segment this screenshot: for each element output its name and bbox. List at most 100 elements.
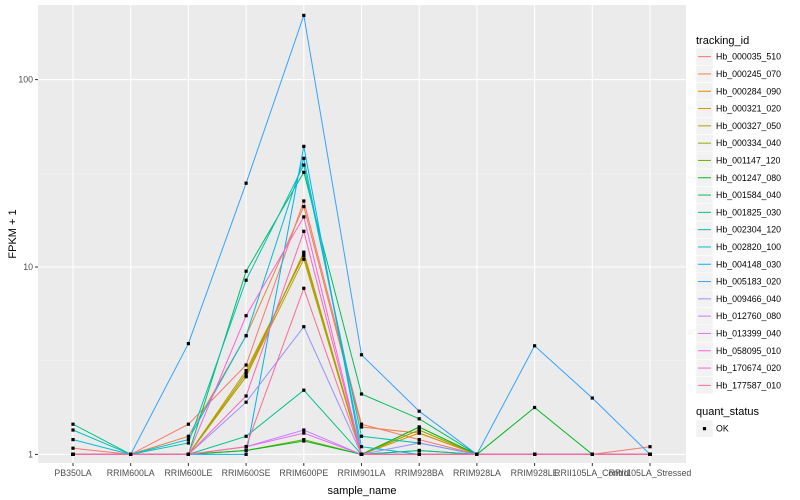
data-point (417, 438, 421, 442)
x-tick-label: RRII105LA_Stressed (609, 468, 692, 478)
legend-label: Hb_000327_050 (716, 121, 781, 131)
data-point (475, 452, 479, 456)
x-tick-label: RRIM600SE (222, 468, 271, 478)
legend-label: Hb_001147_120 (716, 155, 781, 165)
shape-legend-title: quant_status (696, 406, 759, 418)
data-point (302, 254, 306, 258)
data-point (71, 438, 75, 442)
data-point (302, 156, 306, 160)
legend-label: Hb_177587_010 (716, 380, 781, 390)
legend-label: Hb_009466_040 (716, 294, 781, 304)
legend-label: Hb_002304_120 (716, 225, 781, 235)
data-point (244, 334, 248, 338)
data-point (302, 13, 306, 17)
legend-items: Hb_000035_510 Hb_000245_070 Hb_000284_090 H… (695, 47, 781, 395)
legend-label: Hb_000321_020 (716, 104, 781, 114)
data-point (590, 396, 594, 400)
legend-label: Hb_058095_010 (716, 346, 781, 356)
data-point (417, 425, 421, 429)
data-point (417, 409, 421, 413)
legend-label: Hb_000284_090 (716, 86, 781, 96)
data-point (302, 251, 306, 256)
data-point (302, 163, 306, 167)
data-point (302, 170, 306, 174)
data-point (359, 392, 364, 396)
data-point (244, 314, 248, 318)
legend-label: Hb_001584_040 (716, 190, 781, 200)
legend-label: Hb_005183_020 (716, 277, 781, 287)
legend-label: Hb_170674_020 (716, 363, 781, 373)
data-point (244, 434, 248, 438)
shape-legend-items: OK (695, 419, 729, 438)
legend-label: Hb_000334_040 (716, 138, 781, 148)
data-point (186, 422, 190, 426)
data-point (186, 438, 190, 442)
data-point (359, 425, 364, 429)
data-point (302, 325, 306, 329)
data-point (244, 394, 248, 398)
x-axis-title: sample_name (327, 485, 396, 497)
data-point (302, 215, 306, 219)
x-tick-label: RRIM600LA (107, 468, 155, 478)
y-tick-label: 1 (28, 449, 33, 459)
data-point (359, 434, 364, 438)
data-point (244, 363, 248, 367)
data-point (244, 400, 248, 404)
data-point (359, 452, 364, 456)
y-axis: 1 10 100 (18, 75, 38, 459)
legend-label: Hb_001247_080 (716, 173, 781, 183)
data-point (417, 448, 421, 453)
legend: tracking_id Hb_000035_510Hb_000245_070Hb… (695, 35, 781, 438)
data-point (417, 428, 421, 432)
data-point (244, 375, 248, 379)
data-point (302, 199, 306, 203)
x-tick-label: RRIM901LA (338, 468, 386, 478)
data-point (359, 353, 364, 357)
x-axis: PB350LA RRIM600LA RRIM600LE RRIM600SE RRIM60… (54, 463, 691, 478)
x-tick-label: RRIM928BA (395, 468, 444, 478)
data-point (302, 439, 306, 443)
data-point (129, 452, 133, 456)
data-point (71, 422, 75, 426)
shape-legend-point (702, 427, 707, 431)
data-point (244, 269, 248, 273)
data-point (417, 417, 421, 421)
data-point (186, 342, 190, 346)
data-point (302, 286, 306, 290)
data-point (302, 144, 306, 148)
data-point (590, 452, 594, 456)
data-point (244, 278, 248, 282)
data-point (186, 452, 190, 456)
data-point (244, 445, 248, 449)
y-tick-label: 10 (23, 262, 33, 272)
data-point (417, 452, 421, 456)
data-point (648, 445, 652, 449)
legend-label: Hb_000245_070 (716, 69, 781, 79)
data-point (302, 431, 306, 435)
legend-title: tracking_id (696, 35, 749, 47)
legend-label: Hb_001825_030 (716, 207, 781, 217)
x-tick-label: RRIM600PE (279, 468, 328, 478)
data-point (533, 405, 537, 410)
data-point (71, 446, 75, 450)
data-point (244, 369, 248, 373)
data-point (186, 434, 190, 438)
data-point (244, 372, 248, 376)
legend-label: Hb_013399_040 (716, 328, 781, 338)
data-point (71, 428, 75, 432)
data-point (417, 441, 421, 445)
y-axis-title: FPKM + 1 (7, 209, 19, 258)
shape-legend-label: OK (716, 424, 729, 434)
data-point (186, 441, 190, 445)
x-tick-label: RRIM600LE (164, 468, 212, 478)
x-tick-label: RRIM928LE (511, 468, 559, 478)
data-point (359, 445, 364, 449)
data-point (533, 344, 537, 348)
data-point (302, 257, 306, 261)
data-point (244, 452, 248, 456)
legend-label: Hb_004148_030 (716, 259, 781, 269)
points (71, 13, 652, 456)
data-point (302, 388, 306, 392)
x-tick-label: RRIM928LA (453, 468, 501, 478)
